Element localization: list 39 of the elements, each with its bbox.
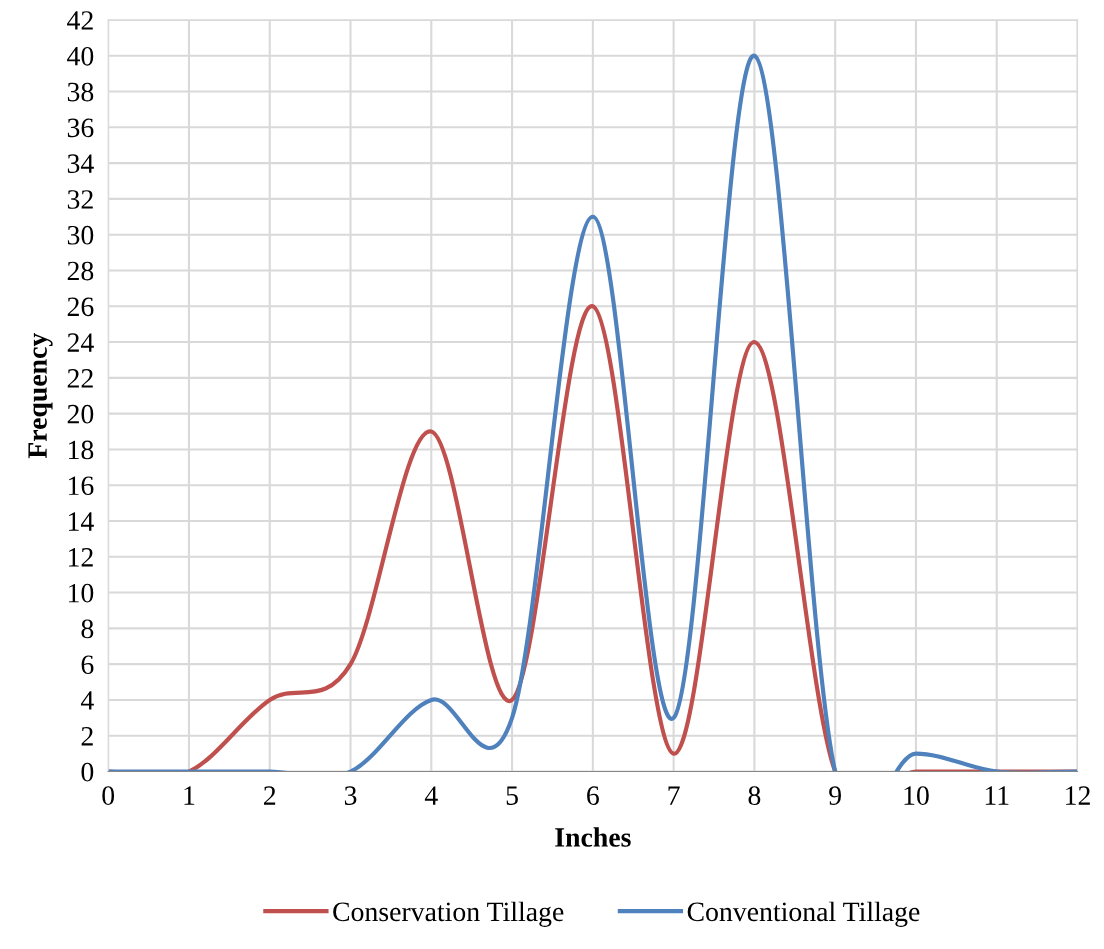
x-tick-label: 5	[506, 786, 518, 805]
x-tick-label: 2	[264, 786, 276, 805]
y-axis-title: Frequency	[28, 332, 53, 459]
y-tick-label: 42	[67, 11, 93, 30]
y-tick-label: 18	[68, 440, 94, 460]
x-tick-label: 4	[424, 786, 438, 805]
x-tick-label: 1	[184, 786, 195, 805]
y-tick-label: 40	[67, 46, 94, 66]
legend-label: Conventional Tillage	[687, 901, 920, 927]
y-tick-label: 20	[67, 404, 94, 424]
y-tick-label: 8	[81, 619, 94, 639]
x-axis-title: Inches	[555, 827, 631, 847]
y-tick-label: 12	[68, 548, 93, 567]
x-tick-label: 6	[587, 786, 599, 805]
y-tick-label: 14	[68, 512, 94, 531]
y-tick-label: 28	[67, 261, 94, 281]
y-tick-label: 10	[68, 583, 94, 603]
y-tick-label: 34	[67, 154, 94, 173]
y-tick-label: 32	[67, 190, 93, 209]
legend-label: Conservation Tillage	[333, 901, 564, 927]
y-tick-label: 16	[68, 476, 94, 496]
y-tick-label: 0	[81, 762, 94, 782]
y-tick-label: 26	[67, 297, 94, 317]
x-tick-label: 11	[985, 786, 1009, 805]
y-tick-label: 4	[80, 691, 94, 710]
x-tick-label: 8	[748, 786, 761, 805]
x-tick-label: 12	[1066, 786, 1090, 805]
x-tick-label: 10	[904, 786, 929, 805]
y-tick-label: 36	[67, 118, 94, 138]
x-tick-label: 7	[668, 786, 680, 805]
y-tick-label: 38	[67, 82, 94, 102]
y-tick-label: 6	[81, 655, 94, 675]
y-tick-label: 24	[67, 333, 94, 352]
x-tick-label: 3	[344, 786, 357, 805]
y-tick-label: 22	[67, 369, 93, 388]
x-tick-label: 0	[102, 786, 115, 805]
x-tick-label: 9	[829, 786, 841, 805]
y-tick-label: 2	[81, 726, 93, 746]
y-tick-label: 30	[67, 225, 94, 245]
